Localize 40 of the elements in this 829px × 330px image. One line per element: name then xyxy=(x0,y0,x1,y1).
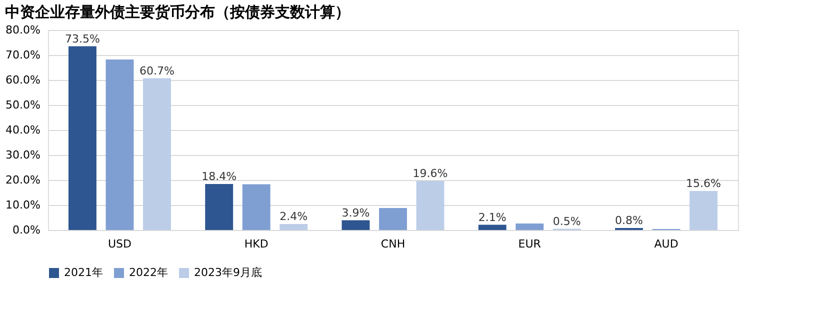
data-label: 0.5% xyxy=(552,214,581,228)
data-label: 60.7% xyxy=(140,64,174,78)
y-tick-label: 10.0% xyxy=(6,198,40,212)
bar xyxy=(379,208,407,230)
bar xyxy=(516,224,544,230)
data-label: 2.1% xyxy=(478,210,506,224)
chart-title: 中资企业存量外债主要货币分布（按债券支数计算） xyxy=(5,3,350,21)
bar xyxy=(205,184,234,230)
legend-label: 2023年9月底 xyxy=(194,266,262,279)
bar xyxy=(478,224,506,230)
x-tick-label: HKD xyxy=(244,238,268,250)
bar xyxy=(106,60,134,230)
data-label: 73.5% xyxy=(64,32,100,46)
bar xyxy=(342,220,370,230)
bar xyxy=(242,184,270,230)
x-tick-label: EUR xyxy=(518,238,542,250)
legend-label: 2022年 xyxy=(129,266,168,279)
data-label: 2.4% xyxy=(280,210,308,223)
x-tick-label: AUD xyxy=(654,238,678,250)
y-tick-label: 80.0% xyxy=(6,24,40,36)
y-tick-label: 0.0% xyxy=(12,224,40,236)
legend-label: 2021年 xyxy=(64,266,103,279)
y-tick-label: 70.0% xyxy=(6,48,40,62)
bar xyxy=(143,78,171,230)
x-tick-label: CNH xyxy=(380,238,406,250)
x-tick-label: USD xyxy=(108,238,132,250)
data-label: 3.9% xyxy=(342,206,370,220)
bar xyxy=(690,191,718,230)
data-label: 19.6% xyxy=(412,167,448,180)
bar xyxy=(416,181,444,230)
data-label: 18.4% xyxy=(202,170,237,183)
bar xyxy=(68,46,96,230)
y-tick-label: 40.0% xyxy=(6,124,40,136)
data-label: 0.8% xyxy=(615,214,643,227)
y-tick-label: 20.0% xyxy=(6,174,40,186)
y-tick-label: 30.0% xyxy=(6,148,40,162)
data-label: 15.6% xyxy=(686,177,722,190)
bar xyxy=(280,224,308,230)
y-tick-label: 60.0% xyxy=(6,74,40,86)
y-tick-label: 50.0% xyxy=(6,98,40,112)
